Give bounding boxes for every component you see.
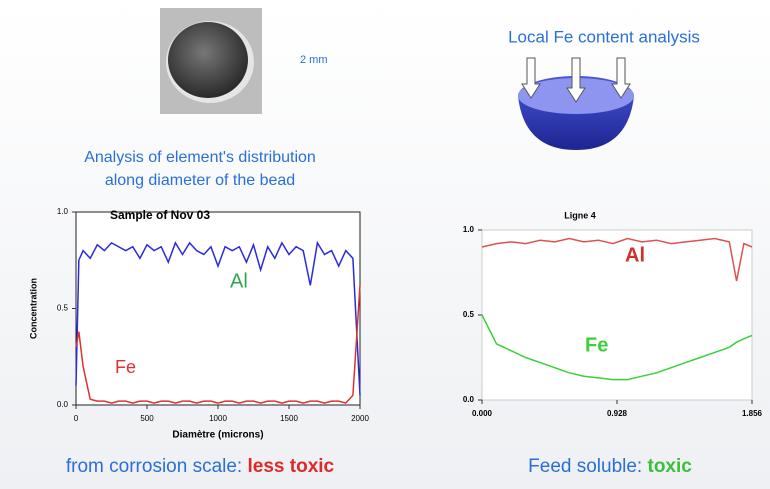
x-tick-label: 1000 <box>209 414 227 423</box>
heading-line: along diameter of the bead <box>105 172 295 189</box>
series-label: Al <box>625 244 645 266</box>
y-tick-label: 1.0 <box>57 207 69 216</box>
y-axis-label: Concentration <box>28 278 38 339</box>
y-tick-label: 0.5 <box>463 310 475 319</box>
y-tick-label: 1.0 <box>463 225 475 234</box>
y-tick-label: 0.0 <box>57 400 69 409</box>
x-tick-label: 0.928 <box>607 409 628 418</box>
left-caption: from corrosion scale: less toxic <box>66 456 335 477</box>
chart-title: Sample of Nov 03 <box>110 208 210 222</box>
x-tick-label: 0 <box>74 414 79 423</box>
series-label: Fe <box>115 357 136 377</box>
scale-label: 2 mm <box>300 54 328 66</box>
caption-emphasis: toxic <box>648 456 693 477</box>
x-tick-label: 2000 <box>351 414 369 423</box>
right-caption: Feed soluble: toxic <box>528 456 692 477</box>
series-label: Al <box>230 270 248 292</box>
series-label: Fe <box>585 334 608 356</box>
dish-illustration <box>518 58 634 150</box>
x-axis-label: Diamètre (microns) <box>172 430 263 441</box>
x-tick-label: 0.000 <box>472 409 493 418</box>
bead-photo <box>160 8 262 114</box>
analysis-title: Local Fe content analysis <box>508 27 700 46</box>
x-tick-label: 1.856 <box>742 409 763 418</box>
heading-line: Analysis of element's distribution <box>84 149 316 166</box>
caption-text: Feed soluble: <box>528 456 647 477</box>
caption-text: from corrosion scale: <box>66 456 248 477</box>
y-tick-label: 0.5 <box>57 304 69 313</box>
y-tick-label: 0.0 <box>463 395 475 404</box>
chart-title: Ligne 4 <box>564 210 596 220</box>
x-tick-label: 500 <box>140 414 154 423</box>
x-tick-label: 1500 <box>280 414 298 423</box>
caption-emphasis: less toxic <box>248 456 335 477</box>
plot-area <box>482 230 752 400</box>
slide: 2 mm Local Fe content analysis Analysis … <box>0 0 770 489</box>
